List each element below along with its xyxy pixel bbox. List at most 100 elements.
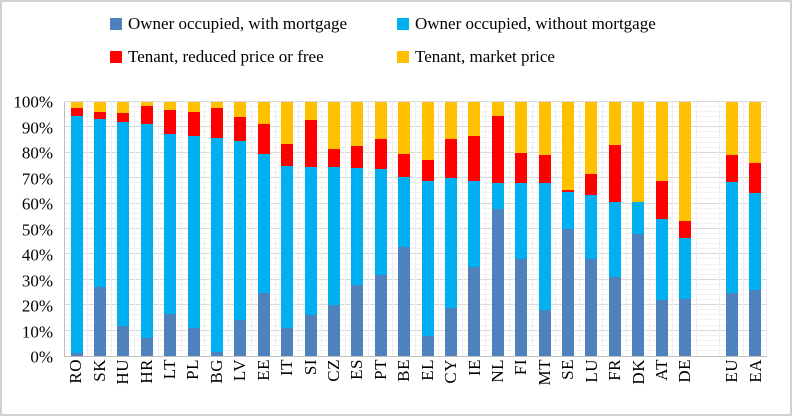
bar-segment <box>515 102 528 153</box>
bar-segment <box>328 149 341 167</box>
bar-slot-HU <box>112 102 135 356</box>
x-label-slot-IT: IT <box>275 359 298 376</box>
bar-HR <box>140 102 153 356</box>
bar-segment <box>94 102 107 113</box>
bar-segment <box>679 237 692 299</box>
x-axis-label-NL: NL <box>488 359 507 383</box>
bar-segment <box>70 102 83 109</box>
minor-gridline <box>65 319 767 321</box>
bar-segment <box>725 155 738 183</box>
y-tick-label: 30% <box>21 271 53 290</box>
legend-label-owner-without-mortgage: Owner occupied, without mortgage <box>415 14 656 33</box>
bar-segment <box>632 202 645 235</box>
bar-AT <box>655 102 668 356</box>
vertical-gridline <box>555 102 557 356</box>
bar-segment <box>234 141 247 321</box>
bar-segment <box>421 160 434 181</box>
x-axis-label-CY: CY <box>441 359 461 384</box>
x-label-slot-CZ: CZ <box>322 359 345 382</box>
major-gridline <box>65 304 767 306</box>
minor-gridline <box>65 314 767 316</box>
y-tick-label: 50% <box>21 220 53 239</box>
vertical-gridline <box>227 102 229 356</box>
bar-segment <box>608 277 621 356</box>
bar-PL <box>187 102 200 356</box>
legend-swatch-tenant-reduced-icon <box>110 51 122 63</box>
minor-gridline <box>65 192 767 194</box>
x-axis-label-AT: AT <box>652 359 672 381</box>
x-axis-label-PT: PT <box>370 359 390 380</box>
bar-segment <box>398 246 411 356</box>
vertical-gridline <box>578 102 580 356</box>
bar-segment <box>94 287 107 356</box>
x-label-slot-HR: HR <box>134 359 157 384</box>
bar-segment <box>632 234 645 356</box>
legend-label-tenant-reduced: Tenant, reduced price or free <box>128 47 324 66</box>
legend-item-tenant-reduced: Tenant, reduced price or free <box>110 47 397 67</box>
vertical-gridline <box>766 102 767 356</box>
chart-legend: Owner occupied, with mortgage Owner occu… <box>110 14 656 67</box>
bar-segment <box>585 194 598 260</box>
bar-slot-EU <box>720 102 743 356</box>
vertical-gridline <box>719 102 721 356</box>
bar-segment <box>164 314 177 356</box>
bar-slot-EL <box>416 102 439 356</box>
x-axis-label-DK: DK <box>628 359 648 385</box>
x-axis-label-EE: EE <box>253 359 273 381</box>
minor-gridline <box>65 212 767 214</box>
bar-slot-NL <box>486 102 509 356</box>
minor-gridline <box>65 197 767 199</box>
bar-segment <box>421 102 434 161</box>
bar-slot-SI <box>299 102 322 356</box>
x-label-slot-LU: LU <box>580 359 603 383</box>
vertical-gridline <box>87 102 89 356</box>
y-tick-label: 70% <box>21 169 53 188</box>
bar-segment <box>538 155 551 184</box>
bar-PT <box>374 102 387 356</box>
minor-gridline <box>65 121 767 123</box>
minor-gridline <box>65 136 767 138</box>
vertical-gridline <box>742 102 744 356</box>
bar-segment <box>515 152 528 184</box>
x-label-slot-PL: PL <box>181 359 204 380</box>
bar-SE <box>562 102 575 356</box>
bar-slot-FI <box>510 102 533 356</box>
bar-segment <box>187 328 200 356</box>
minor-gridline <box>65 233 767 235</box>
x-label-slot-EE: EE <box>251 359 274 381</box>
vertical-gridline <box>672 102 674 356</box>
bar-segment <box>117 122 130 326</box>
legend-item-tenant-market: Tenant, market price <box>397 47 656 67</box>
bar-slot-DE <box>673 102 696 356</box>
bar-EU <box>725 102 738 356</box>
x-label-slot-EA: EA <box>744 359 767 383</box>
major-gridline <box>65 202 767 204</box>
bar-segment <box>585 259 598 356</box>
x-axis-label-SK: SK <box>89 359 109 382</box>
vertical-gridline <box>180 102 182 356</box>
vertical-gridline <box>485 102 487 356</box>
major-gridline <box>65 253 767 255</box>
minor-gridline <box>65 243 767 245</box>
x-axis-label-EU: EU <box>722 359 742 383</box>
minor-gridline <box>65 294 767 296</box>
bar-segment <box>679 102 692 222</box>
major-gridline <box>65 101 767 102</box>
bar-SK <box>94 102 107 356</box>
bar-segment <box>351 168 364 285</box>
bar-segment <box>374 169 387 275</box>
legend-label-owner-with-mortgage: Owner occupied, with mortgage <box>128 14 348 33</box>
x-label-slot-EU: EU <box>720 359 743 383</box>
minor-gridline <box>65 283 767 285</box>
x-label-slot-IE: IE <box>462 359 485 376</box>
bar-BG <box>211 102 224 356</box>
bar-segment <box>70 115 83 354</box>
bar-segment <box>257 102 270 124</box>
bar-slot-EA <box>744 102 767 356</box>
bar-segment <box>234 320 247 356</box>
vertical-gridline <box>344 102 346 356</box>
bar-segment <box>94 112 107 119</box>
major-gridline <box>65 151 767 153</box>
bar-segment <box>117 325 130 356</box>
x-label-slot-DK: DK <box>626 359 649 385</box>
